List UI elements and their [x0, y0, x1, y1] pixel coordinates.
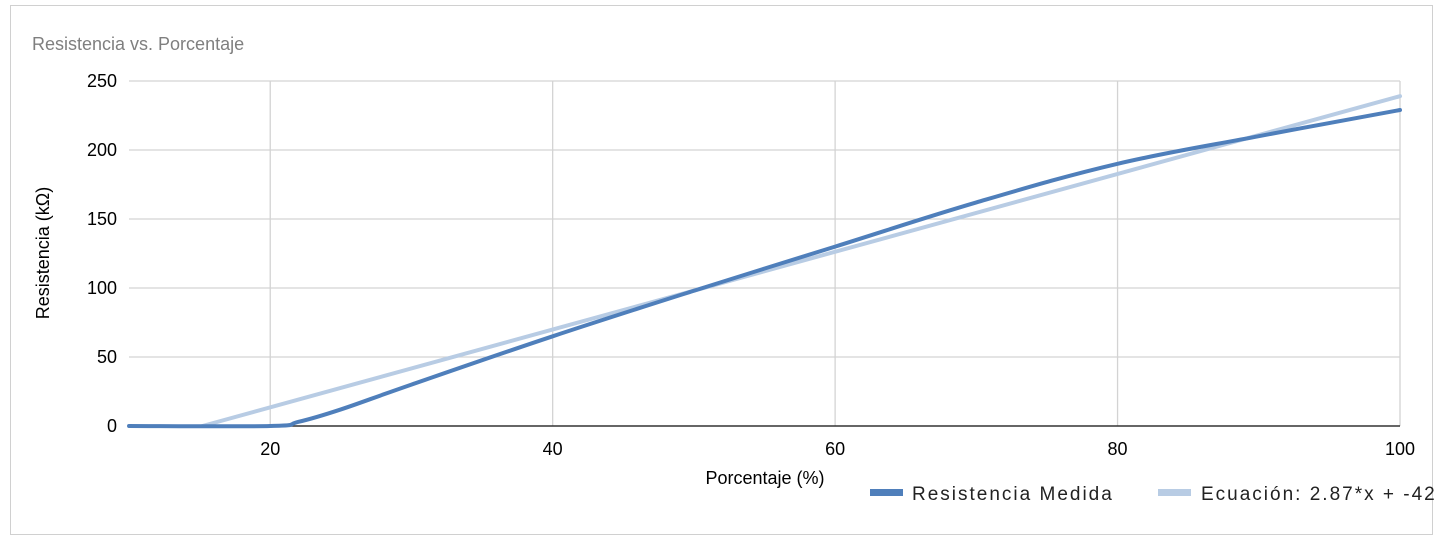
x-tick-label: 40	[543, 439, 563, 459]
legend: Resistencia Medida Ecuación: 2.87*x + -42	[870, 484, 1437, 505]
y-tick-label: 200	[87, 140, 117, 160]
series-layer	[127, 94, 1402, 429]
series-line-2	[200, 94, 1402, 428]
grid	[129, 80, 1401, 427]
y-tick-label: 250	[87, 71, 117, 91]
y-axis-title: Resistencia (kΩ)	[33, 187, 53, 320]
chart: Resistencia vs. Porcentaje 0 50 100 150 200 2…	[32, 34, 1437, 505]
x-axis-title: Porcentaje (%)	[705, 468, 824, 488]
y-tick-label: 150	[87, 209, 117, 229]
legend-swatch	[1158, 489, 1191, 496]
y-tick-label: 0	[107, 416, 117, 436]
y-tick-label: 50	[97, 347, 117, 367]
legend-label: Resistencia Medida	[912, 484, 1114, 505]
y-tick-label: 100	[87, 278, 117, 298]
y-tick-labels: 0 50 100 150 200 250	[87, 71, 117, 436]
x-tick-label: 80	[1108, 439, 1128, 459]
legend-label: Ecuación: 2.87*x + -42	[1201, 484, 1437, 505]
chart-title: Resistencia vs. Porcentaje	[32, 34, 244, 54]
legend-swatch	[870, 489, 903, 496]
series-line-1	[127, 107, 1402, 429]
x-tick-labels: 20 40 60 80 100	[260, 439, 1415, 459]
x-tick-label: 60	[825, 439, 845, 459]
x-tick-label: 100	[1385, 439, 1415, 459]
x-tick-label: 20	[260, 439, 280, 459]
